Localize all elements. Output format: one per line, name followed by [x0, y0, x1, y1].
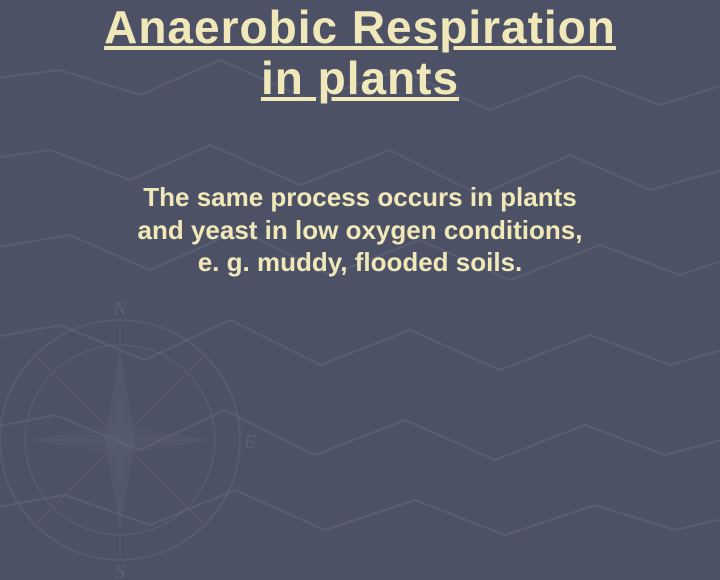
slide-body: The same process occurs in plants and ye…	[0, 181, 720, 279]
title-line-2: in plants	[261, 52, 459, 104]
body-line-2: and yeast in low oxygen conditions,	[138, 215, 583, 245]
svg-text:S: S	[115, 561, 125, 580]
body-line-1: The same process occurs in plants	[143, 182, 577, 212]
body-line-3: e. g. muddy, flooded soils.	[198, 247, 523, 277]
title-line-1: Anaerobic Respiration	[104, 1, 616, 53]
slide-title: Anaerobic Respiration in plants	[0, 0, 720, 103]
slide-content: Anaerobic Respiration in plants The same…	[0, 0, 720, 540]
